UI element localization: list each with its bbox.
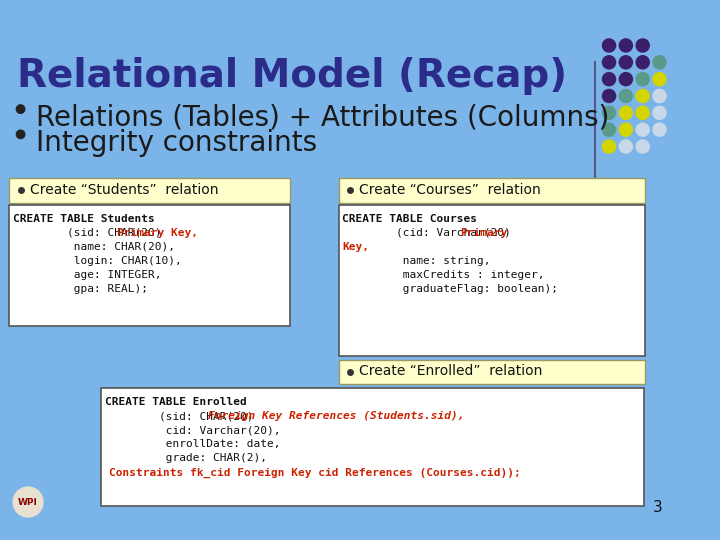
Text: Primary Key,: Primary Key, <box>117 228 198 238</box>
FancyBboxPatch shape <box>101 388 644 506</box>
Text: (sid: CHAR(20): (sid: CHAR(20) <box>105 411 260 421</box>
Text: cid: Varchar(20),: cid: Varchar(20), <box>105 426 280 435</box>
Text: Create “Students”  relation: Create “Students” relation <box>30 183 218 197</box>
Circle shape <box>603 56 616 69</box>
Text: graduateFlag: boolean);: graduateFlag: boolean); <box>343 284 559 294</box>
Circle shape <box>653 56 666 69</box>
Circle shape <box>603 39 616 52</box>
Text: (sid: CHAR(20): (sid: CHAR(20) <box>13 228 168 238</box>
Text: Constraints fk_cid Foreign Key cid References (Courses.cid));: Constraints fk_cid Foreign Key cid Refer… <box>109 468 521 478</box>
Text: Key,: Key, <box>343 242 369 252</box>
FancyBboxPatch shape <box>9 178 290 202</box>
Text: 3: 3 <box>652 500 662 515</box>
Text: grade: CHAR(2),: grade: CHAR(2), <box>105 454 267 463</box>
Circle shape <box>619 90 632 103</box>
Circle shape <box>603 123 616 136</box>
Circle shape <box>653 72 666 86</box>
FancyBboxPatch shape <box>9 205 290 326</box>
Text: enrollDate: date,: enrollDate: date, <box>105 440 280 449</box>
FancyBboxPatch shape <box>338 178 646 202</box>
Text: Primary: Primary <box>459 228 507 238</box>
Text: Foreign Key References (Students.sid),: Foreign Key References (Students.sid), <box>209 411 465 421</box>
Circle shape <box>603 72 616 86</box>
Circle shape <box>619 106 632 119</box>
FancyBboxPatch shape <box>338 205 646 356</box>
Text: name: string,: name: string, <box>343 256 491 266</box>
FancyBboxPatch shape <box>338 360 646 384</box>
Circle shape <box>653 123 666 136</box>
Circle shape <box>603 106 616 119</box>
Circle shape <box>636 39 649 52</box>
Text: Create “Enrolled”  relation: Create “Enrolled” relation <box>359 364 543 378</box>
Text: Create “Courses”  relation: Create “Courses” relation <box>359 183 541 197</box>
Circle shape <box>619 123 632 136</box>
Circle shape <box>619 56 632 69</box>
Circle shape <box>636 72 649 86</box>
Text: CREATE TABLE Enrolled: CREATE TABLE Enrolled <box>105 397 246 407</box>
Text: maxCredits : integer,: maxCredits : integer, <box>343 270 545 280</box>
Circle shape <box>636 106 649 119</box>
Text: Relational Model (Recap): Relational Model (Recap) <box>17 57 567 94</box>
Text: name: CHAR(20),: name: CHAR(20), <box>13 242 175 252</box>
Text: CREATE TABLE Courses: CREATE TABLE Courses <box>343 214 477 224</box>
Circle shape <box>653 106 666 119</box>
Text: login: CHAR(10),: login: CHAR(10), <box>13 256 182 266</box>
Circle shape <box>653 90 666 103</box>
Circle shape <box>619 39 632 52</box>
Circle shape <box>636 140 649 153</box>
Text: age: INTEGER,: age: INTEGER, <box>13 270 161 280</box>
Text: Relations (Tables) + Attributes (Columns): Relations (Tables) + Attributes (Columns… <box>35 104 609 131</box>
Circle shape <box>619 72 632 86</box>
Circle shape <box>636 90 649 103</box>
Circle shape <box>13 487 43 517</box>
Circle shape <box>603 140 616 153</box>
Circle shape <box>636 56 649 69</box>
Circle shape <box>619 140 632 153</box>
Circle shape <box>17 105 24 113</box>
Circle shape <box>636 123 649 136</box>
Text: WPI: WPI <box>18 497 38 507</box>
Circle shape <box>17 130 24 139</box>
Text: gpa: REAL);: gpa: REAL); <box>13 284 148 294</box>
Circle shape <box>603 90 616 103</box>
Text: CREATE TABLE Students: CREATE TABLE Students <box>13 214 155 224</box>
Text: (cid: Varchar(20): (cid: Varchar(20) <box>343 228 518 238</box>
Text: Integrity constraints: Integrity constraints <box>35 129 317 157</box>
